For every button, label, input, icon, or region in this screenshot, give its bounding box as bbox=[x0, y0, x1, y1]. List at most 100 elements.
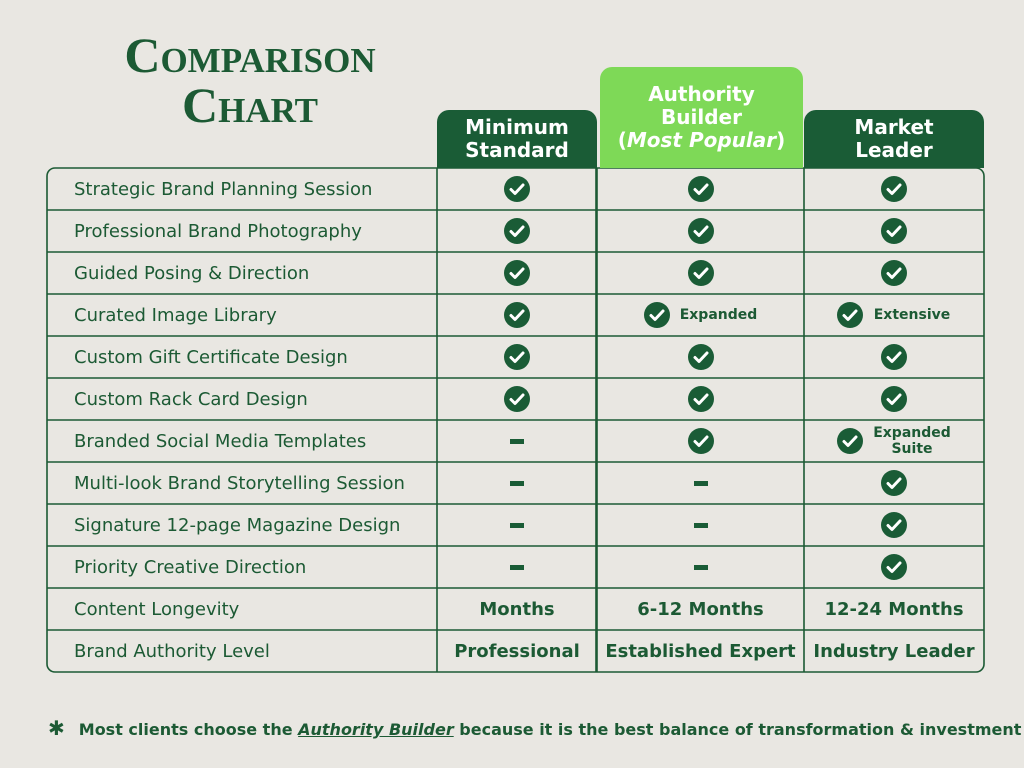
table-cell bbox=[804, 462, 984, 504]
header-line: Standard bbox=[465, 138, 569, 162]
cell-text: Professional bbox=[454, 640, 580, 662]
footnote-text: Most clients choose the bbox=[78, 720, 299, 739]
check-icon bbox=[687, 428, 714, 454]
header-line: Builder bbox=[661, 105, 742, 129]
footnote: ✱ Most clients choose the Authority Build… bbox=[48, 716, 1021, 740]
table-cell bbox=[437, 462, 597, 504]
table-cell bbox=[804, 168, 984, 210]
table-cell bbox=[437, 294, 597, 336]
table-cell: 12-24 Months bbox=[804, 588, 984, 630]
check-icon bbox=[881, 470, 907, 496]
check-icon bbox=[881, 512, 907, 538]
check-icon bbox=[837, 302, 863, 328]
table-cell: Professional bbox=[437, 630, 597, 672]
table-cell bbox=[597, 252, 804, 294]
dash bbox=[510, 480, 524, 486]
cell-text: Months bbox=[479, 598, 555, 620]
check-icon bbox=[504, 218, 530, 244]
table-cell bbox=[437, 378, 597, 420]
table-cell: Expanded Suite bbox=[804, 420, 984, 462]
cell-note: Expanded Suite bbox=[873, 425, 951, 457]
table-cell: Expanded bbox=[597, 294, 804, 336]
cell-note: Extensive bbox=[873, 307, 951, 323]
dash bbox=[693, 564, 708, 570]
table-cell bbox=[437, 420, 597, 462]
dash bbox=[693, 480, 708, 486]
table-cell: Established Expert bbox=[597, 630, 804, 672]
table-cell bbox=[597, 504, 804, 546]
feature-label: Priority Creative Direction bbox=[74, 556, 307, 578]
header-line: Market bbox=[854, 115, 934, 139]
footnote-text: because it is the best balance of transf… bbox=[453, 720, 1022, 739]
feature-label: Curated Image Library bbox=[74, 304, 277, 326]
dash bbox=[693, 522, 708, 528]
header-line: Leader bbox=[855, 138, 933, 162]
table-cell bbox=[804, 378, 984, 420]
feature-label: Branded Social Media Templates bbox=[74, 430, 367, 452]
check-icon bbox=[504, 260, 530, 286]
feature-label: Professional Brand Photography bbox=[74, 220, 362, 242]
feature-label: Custom Gift Certificate Design bbox=[74, 346, 348, 368]
check-icon bbox=[504, 302, 530, 328]
dash bbox=[510, 438, 524, 444]
cell-text: Industry Leader bbox=[813, 640, 975, 662]
feature-label: Guided Posing & Direction bbox=[74, 262, 310, 284]
table-cell bbox=[597, 378, 804, 420]
column-header: Market Leader bbox=[804, 110, 984, 168]
check-icon bbox=[687, 218, 714, 244]
table-cell bbox=[597, 462, 804, 504]
check-icon bbox=[687, 344, 714, 370]
table-cell: Industry Leader bbox=[804, 630, 984, 672]
table-cell: Extensive bbox=[804, 294, 984, 336]
check-icon bbox=[881, 218, 907, 244]
cell-text: 6-12 Months bbox=[637, 598, 764, 620]
dash bbox=[510, 522, 524, 528]
table-cell bbox=[597, 546, 804, 588]
table-cell: Months bbox=[437, 588, 597, 630]
table-cell bbox=[804, 252, 984, 294]
table-cell bbox=[437, 546, 597, 588]
table-cell bbox=[437, 252, 597, 294]
check-icon bbox=[881, 176, 907, 202]
badge: Most Popular bbox=[626, 128, 777, 152]
table-cell bbox=[597, 168, 804, 210]
table-cell bbox=[437, 504, 597, 546]
check-icon bbox=[881, 344, 907, 370]
table-cell bbox=[437, 168, 597, 210]
badge-close: ) bbox=[776, 128, 786, 152]
feature-label: Multi-look Brand Storytelling Session bbox=[74, 472, 405, 494]
feature-label: Content Longevity bbox=[74, 598, 240, 620]
check-icon bbox=[881, 554, 907, 580]
cell-text: 12-24 Months bbox=[824, 598, 964, 620]
table-cell bbox=[597, 420, 804, 462]
check-icon bbox=[687, 260, 714, 286]
feature-label: Strategic Brand Planning Session bbox=[74, 178, 373, 200]
check-icon bbox=[687, 386, 714, 412]
title-line: Chart bbox=[182, 77, 318, 133]
header-line: Minimum bbox=[465, 115, 569, 139]
column-header: Minimum Standard bbox=[437, 110, 597, 168]
feature-label: Signature 12-page Magazine Design bbox=[74, 514, 401, 536]
cell-text: Established Expert bbox=[605, 640, 796, 662]
feature-label: Custom Rack Card Design bbox=[74, 388, 308, 410]
table-cell bbox=[804, 504, 984, 546]
check-icon bbox=[504, 176, 530, 202]
check-icon bbox=[504, 344, 530, 370]
check-icon bbox=[504, 386, 530, 412]
table-cell bbox=[597, 210, 804, 252]
footnote-text: Authority Builder bbox=[298, 720, 454, 739]
check-icon bbox=[881, 260, 907, 286]
badge-open: ( bbox=[617, 128, 627, 152]
check-icon bbox=[643, 302, 670, 328]
table-cell bbox=[437, 336, 597, 378]
check-icon bbox=[837, 428, 863, 454]
table-cell bbox=[597, 336, 804, 378]
table-cell bbox=[437, 210, 597, 252]
cell-note: Expanded bbox=[679, 307, 758, 323]
title: Comparison Chart bbox=[60, 30, 440, 130]
table-cell bbox=[804, 546, 984, 588]
table-cell bbox=[804, 210, 984, 252]
column-header: Authority Builder (Most Popular) bbox=[600, 67, 803, 168]
